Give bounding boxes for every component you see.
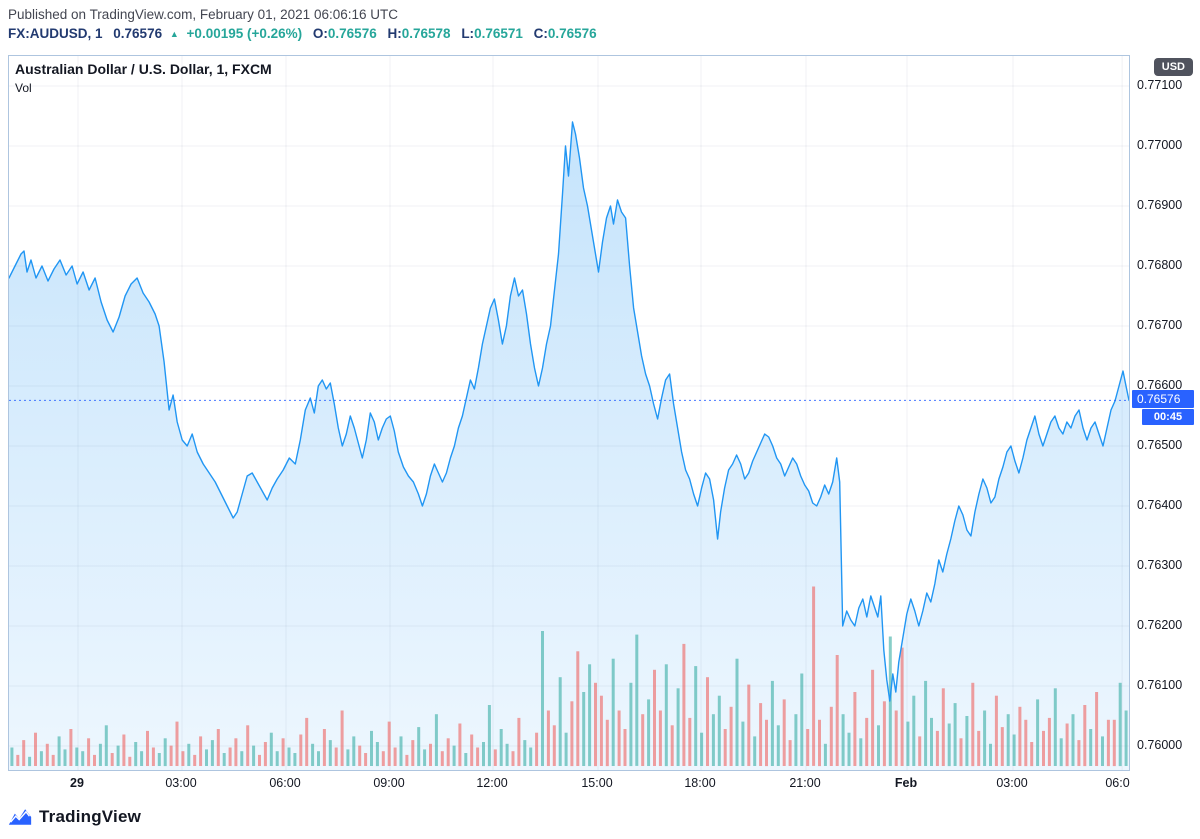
price-tick-label: 0.77000 (1137, 138, 1183, 152)
header-change: +0.00195 (+0.26%) (186, 26, 303, 41)
open-label: O: (312, 26, 328, 41)
chart-plot-area: Australian Dollar / U.S. Dollar, 1, FXCM… (8, 55, 1130, 771)
bar-countdown-badge: 00:45 (1142, 409, 1194, 425)
price-tick-label: 0.76900 (1137, 198, 1183, 212)
price-tick-label: 0.77100 (1137, 78, 1183, 92)
tradingview-brand[interactable]: TradingView (39, 807, 142, 826)
chart-title: Australian Dollar / U.S. Dollar, 1, FXCM (15, 61, 272, 77)
currency-badge: USD (1153, 58, 1193, 76)
time-tick-label: 09:00 (373, 776, 405, 790)
price-tick-label: 0.76400 (1137, 498, 1183, 512)
price-tick-label: 0.76700 (1137, 318, 1183, 332)
header-last-price: 0.76576 (113, 26, 163, 41)
published-line: Published on TradingView.com, February 0… (8, 7, 398, 22)
price-tick-label: 0.76600 (1137, 378, 1183, 392)
price-axis: USD 0.76576 00:45 0.77100 0.77000 0.76900 0… (1131, 55, 1200, 771)
close-value: 0.76576 (547, 26, 597, 41)
time-axis: 29 03:00 06:00 09:00 12:00 15:00 18:00 21:00 Feb… (8, 773, 1130, 797)
footer: TradingView (8, 806, 141, 828)
last-price-badge: 0.76576 (1132, 390, 1194, 408)
time-tick-label: 06:00 (269, 776, 301, 790)
volume-indicator-label: Vol (15, 81, 32, 95)
close-label: C: (533, 26, 548, 41)
time-tick-label: Feb (894, 776, 918, 790)
price-tick-label: 0.76800 (1137, 258, 1183, 272)
time-tick-label: 12:00 (476, 776, 508, 790)
high-label: H: (387, 26, 402, 41)
symbol-header: FX:AUDUSD, 1 0.76576 ▲ +0.00195 (+0.26%)… (8, 26, 597, 41)
low-label: L: (461, 26, 475, 41)
price-tick-label: 0.76300 (1137, 558, 1183, 572)
price-tick-label: 0.76000 (1137, 738, 1183, 752)
time-tick-label: 15:00 (581, 776, 613, 790)
open-value: 0.76576 (327, 26, 377, 41)
tradingview-logo-icon[interactable] (8, 806, 32, 828)
symbol-interval: FX:AUDUSD, 1 (8, 26, 103, 41)
change-up-arrow-icon: ▲ (169, 29, 179, 39)
time-tick-label: 03:00 (165, 776, 197, 790)
time-tick-label: 03:00 (996, 776, 1028, 790)
time-tick-label: 18:00 (684, 776, 716, 790)
price-tick-label: 0.76500 (1137, 438, 1183, 452)
chart-canvas (9, 56, 1129, 770)
price-tick-label: 0.76100 (1137, 678, 1183, 692)
time-tick-label: 06:00 (1105, 776, 1130, 790)
price-tick-label: 0.76200 (1137, 618, 1183, 632)
time-tick-label: 21:00 (789, 776, 821, 790)
time-tick-label: 29 (70, 776, 84, 790)
low-value: 0.76571 (474, 26, 523, 41)
high-value: 0.76578 (401, 26, 451, 41)
